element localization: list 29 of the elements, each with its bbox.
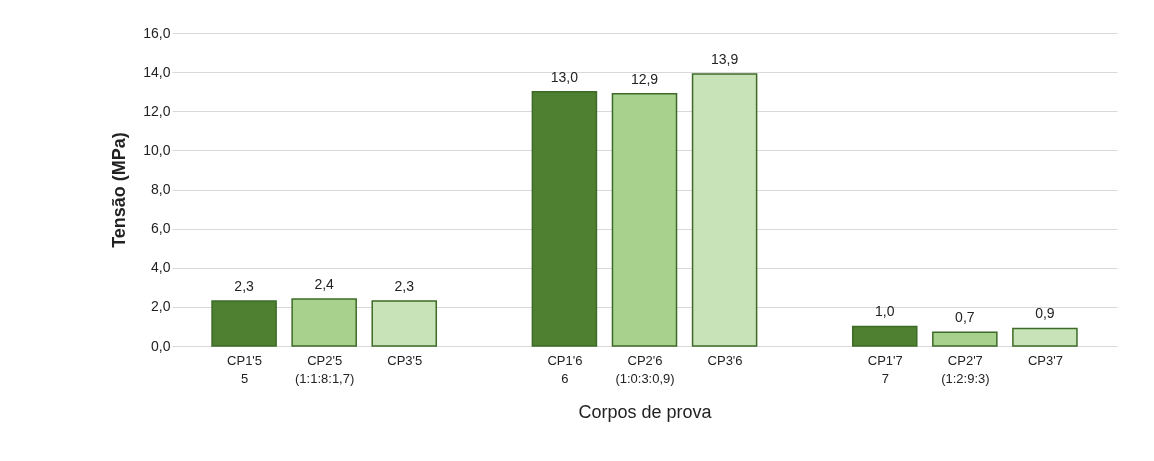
y-tick-label: 16,0 [143, 24, 171, 41]
x-axis-title: Corpos de prova [578, 401, 713, 422]
y-tick-label: 12,0 [143, 102, 171, 119]
x-tick-label: CP2'6 (1:0:3:0,9) [615, 352, 675, 386]
y-tick-label: 4,0 [151, 259, 171, 276]
data-label: 12,9 [630, 70, 659, 87]
data-label: 2,3 [234, 278, 255, 295]
y-tick-label: 2,0 [151, 298, 171, 315]
data-label: 13,9 [710, 51, 739, 68]
x-tick-label: CP3'7 [1027, 352, 1063, 368]
data-label: 2,4 [314, 276, 335, 293]
data-label: 2,3 [394, 278, 415, 295]
data-label: 0,7 [955, 309, 975, 326]
x-tick-label: CP1'6 6 [547, 352, 583, 386]
y-tick-label: 6,0 [151, 220, 171, 237]
data-label: 1,0 [875, 303, 895, 320]
data-label: 0,9 [1035, 305, 1055, 322]
y-axis-title: Tensão (MPa) [109, 132, 130, 248]
x-tick-label: CP2'5 (1:1:8:1,7) [295, 352, 355, 386]
x-tick-label: CP1'7 7 [867, 352, 903, 386]
y-tick-label: 10,0 [143, 141, 171, 158]
data-label: 13,0 [550, 68, 579, 85]
x-tick-label: CP2'7 (1:2:9:3) [941, 352, 990, 386]
y-tick-label: 8,0 [151, 181, 171, 197]
x-tick-label: CP3'6 [707, 352, 743, 368]
x-tick-label: CP3'5 [387, 352, 423, 368]
x-tick-label: CP1'5 5 [227, 352, 263, 386]
y-tick-label: 14,0 [143, 63, 171, 80]
y-tick-label: 0,0 [151, 337, 171, 354]
